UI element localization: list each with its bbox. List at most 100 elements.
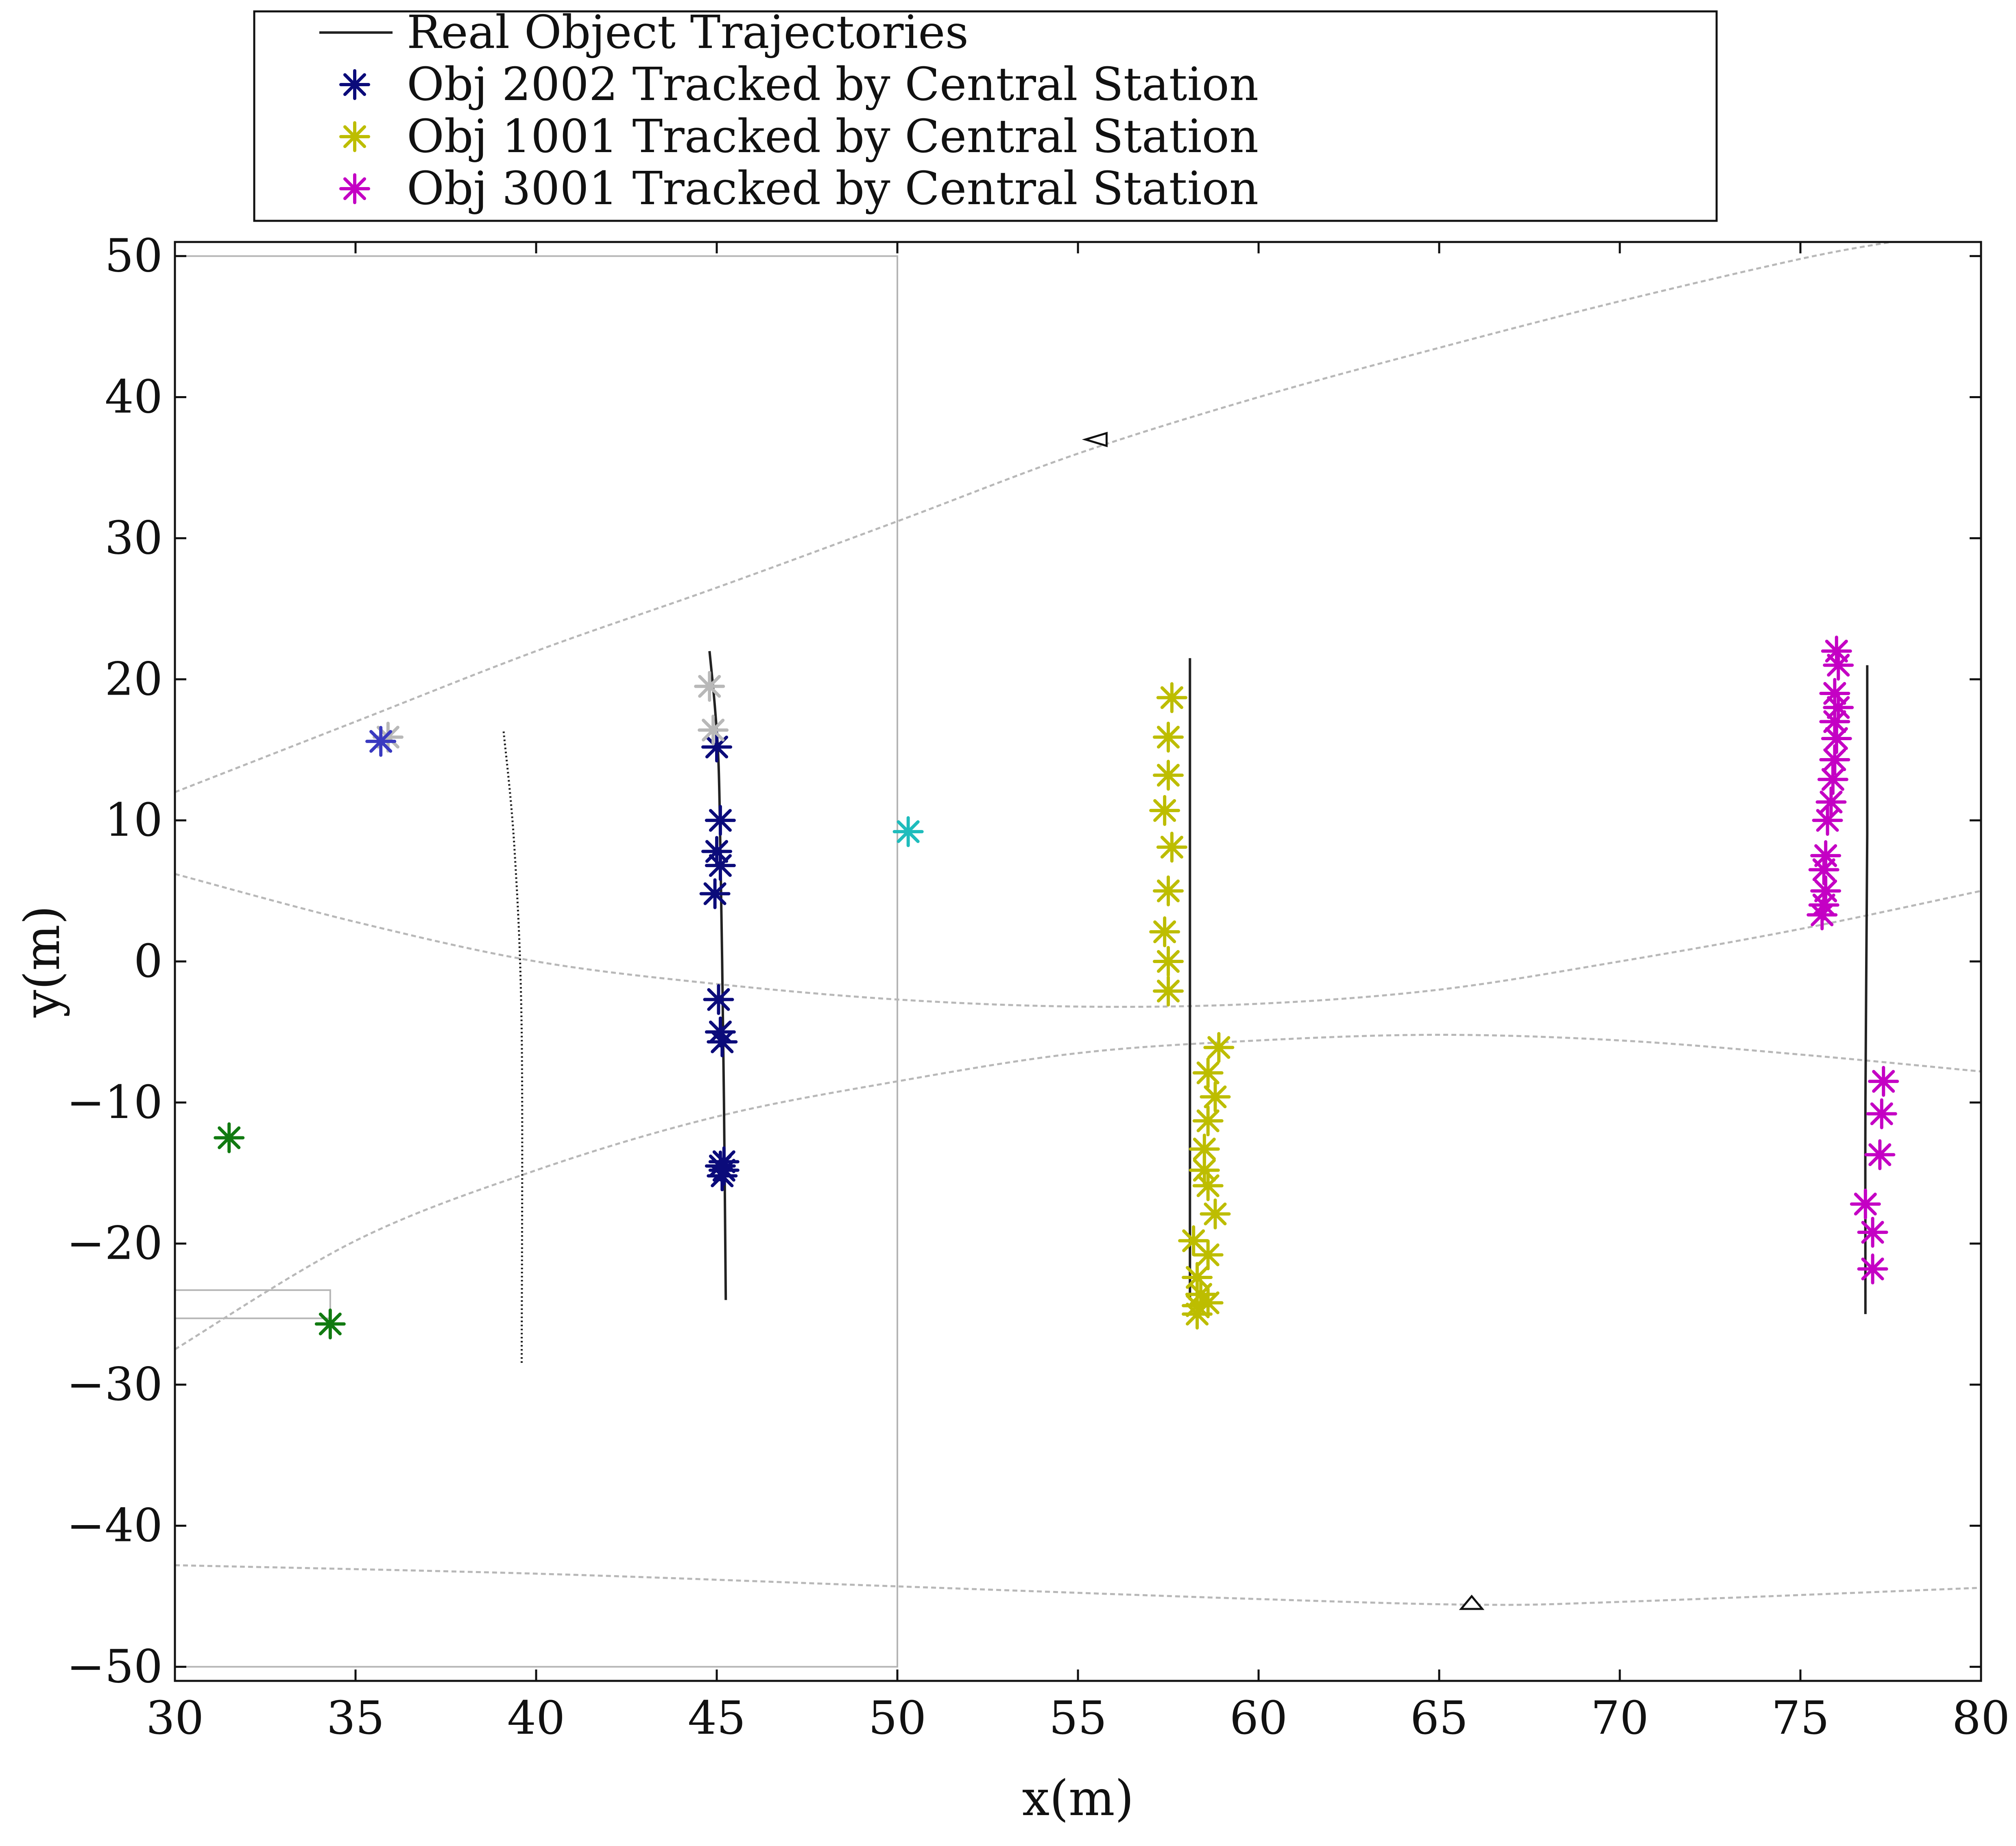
small-rectangle bbox=[175, 1289, 331, 1319]
data-point bbox=[1189, 1155, 1220, 1186]
x-tick-label: 70 bbox=[1591, 1692, 1649, 1745]
traj-dotted bbox=[502, 731, 524, 1364]
legend-label: Obj 3001 Tracked by Central Station bbox=[407, 162, 1259, 215]
series-6 bbox=[214, 1122, 346, 1340]
x-tick-label: 30 bbox=[146, 1692, 204, 1745]
data-point bbox=[701, 836, 732, 867]
y-tick-label: −30 bbox=[67, 1358, 163, 1411]
x-tick-label: 55 bbox=[1049, 1692, 1107, 1745]
data-point bbox=[214, 1122, 245, 1153]
data-point bbox=[1178, 1225, 1209, 1256]
x-tick-label: 60 bbox=[1230, 1692, 1288, 1745]
data-point bbox=[1850, 1188, 1881, 1220]
plot-layer bbox=[175, 242, 1981, 1668]
data-point bbox=[1821, 635, 1852, 667]
data-point bbox=[1819, 744, 1850, 775]
data-point bbox=[1808, 889, 1839, 921]
data-point bbox=[1203, 1032, 1235, 1063]
data-point bbox=[1810, 840, 1841, 871]
y-tick-label: 0 bbox=[134, 935, 163, 988]
data-point bbox=[1823, 649, 1854, 681]
data-point bbox=[1857, 1253, 1888, 1285]
x-tick-label: 35 bbox=[327, 1692, 385, 1745]
data-point bbox=[1153, 946, 1184, 977]
data-point bbox=[1153, 875, 1184, 907]
legend-label: Real Object Trajectories bbox=[407, 6, 969, 59]
data-point bbox=[1864, 1139, 1896, 1170]
x-tick-label: 50 bbox=[868, 1692, 927, 1745]
data-point bbox=[1200, 1198, 1231, 1229]
legend-asterisk-swatch bbox=[339, 69, 370, 100]
series-0 bbox=[699, 731, 740, 1192]
sensor-bottom bbox=[1459, 1594, 1485, 1610]
data-point bbox=[705, 850, 736, 881]
data-point bbox=[1819, 678, 1850, 709]
data-point bbox=[703, 984, 734, 1015]
y-tick-label: 10 bbox=[105, 794, 163, 847]
data-point bbox=[698, 715, 729, 746]
x-tick-label: 65 bbox=[1410, 1692, 1468, 1745]
data-point bbox=[1857, 1216, 1888, 1248]
data-point bbox=[1192, 1239, 1224, 1271]
data-point bbox=[1153, 760, 1184, 791]
data-point bbox=[1153, 721, 1184, 753]
data-point bbox=[1200, 1081, 1231, 1112]
bottom-curve bbox=[175, 1564, 1981, 1606]
data-point bbox=[1156, 682, 1187, 713]
y-tick-label: −20 bbox=[67, 1217, 163, 1270]
legend-item: Obj 2002 Tracked by Central Station bbox=[339, 58, 1259, 111]
ticks-layer: 30 35 40 45 50 55 60 65 70 75 80 −50 −40 −30 −20 −10 0 10… bbox=[67, 230, 2010, 1745]
lower-curve bbox=[175, 1033, 1981, 1351]
x-tick-label: 80 bbox=[1952, 1692, 2010, 1745]
data-point bbox=[708, 1155, 740, 1186]
y-tick-label: −50 bbox=[67, 1640, 163, 1693]
sensor-top bbox=[1082, 432, 1108, 447]
data-point bbox=[699, 878, 731, 909]
legend-item: Obj 3001 Tracked by Central Station bbox=[339, 162, 1259, 215]
data-point bbox=[705, 805, 736, 836]
middle-curve bbox=[175, 873, 1981, 1008]
data-point bbox=[707, 1026, 738, 1057]
upper-curve bbox=[175, 242, 1891, 793]
y-tick-label: 40 bbox=[105, 371, 163, 424]
x-tick-label: 75 bbox=[1772, 1692, 1830, 1745]
data-point bbox=[1815, 787, 1847, 818]
data-point bbox=[314, 1308, 346, 1340]
x-axis-label: x(m) bbox=[1022, 1770, 1134, 1827]
data-point bbox=[1182, 1299, 1213, 1330]
data-point bbox=[1192, 1170, 1224, 1201]
series-2 bbox=[1807, 635, 1899, 1285]
data-point bbox=[892, 816, 924, 847]
y-tick-label: −10 bbox=[67, 1076, 163, 1129]
legend-asterisk-swatch bbox=[339, 121, 370, 152]
data-point bbox=[1810, 875, 1841, 907]
data-point bbox=[1149, 795, 1180, 826]
x-tick-label: 45 bbox=[688, 1692, 746, 1745]
legend-box bbox=[253, 10, 1718, 222]
data-point bbox=[1821, 723, 1852, 754]
data-point bbox=[365, 726, 397, 757]
data-point bbox=[1808, 854, 1839, 885]
y-tick-label: 50 bbox=[105, 230, 163, 283]
data-point bbox=[1866, 1098, 1897, 1129]
data-point bbox=[1153, 975, 1184, 1007]
legend-asterisk-swatch bbox=[339, 173, 370, 204]
series-5 bbox=[892, 816, 924, 847]
y-tick-label: 30 bbox=[105, 512, 163, 564]
data-point bbox=[1812, 805, 1843, 836]
data-point bbox=[1192, 1057, 1224, 1089]
data-point bbox=[1192, 1105, 1224, 1136]
y-tick-label: −40 bbox=[67, 1499, 163, 1552]
series-4 bbox=[365, 726, 397, 757]
data-point bbox=[694, 671, 725, 702]
data-point bbox=[1149, 916, 1180, 948]
data-point bbox=[1156, 832, 1187, 863]
x-tick-label: 40 bbox=[507, 1692, 565, 1745]
data-point bbox=[1868, 1066, 1899, 1097]
y-tick-label: 20 bbox=[105, 653, 163, 706]
data-point bbox=[1817, 764, 1848, 795]
legend-item: Real Object Trajectories bbox=[319, 6, 969, 59]
